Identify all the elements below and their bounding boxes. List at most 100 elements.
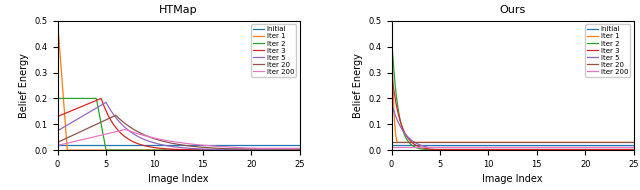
- Iter 1: [577, 141, 584, 143]
- Line: Iter 5: Iter 5: [58, 102, 300, 150]
- Iter 2: [412, 146, 420, 149]
- Iter 5: [220, 149, 228, 151]
- Iter 3: [220, 149, 228, 151]
- Initial: [152, 144, 159, 146]
- Iter 3: [54, 115, 61, 118]
- Iter 5: [495, 146, 502, 149]
- Iter 20: [54, 141, 61, 143]
- Initial: [554, 144, 562, 146]
- Iter 20: [247, 148, 255, 150]
- Initial: [577, 144, 584, 146]
- Line: Iter 3: Iter 3: [392, 73, 634, 150]
- Iter 1: [394, 141, 401, 143]
- Initial: [161, 144, 168, 146]
- Iter 3: [554, 148, 562, 151]
- Iter 2: [243, 149, 250, 151]
- Iter 5: [412, 142, 420, 144]
- Iter 1: [54, 20, 61, 22]
- Line: Iter 20: Iter 20: [58, 115, 300, 149]
- Initial: [247, 144, 255, 146]
- Iter 200: [494, 146, 502, 148]
- Iter 20: [630, 141, 637, 143]
- Iter 2: [422, 148, 430, 151]
- Iter 20: [226, 148, 234, 150]
- Iter 1: [296, 149, 303, 151]
- Line: Iter 2: Iter 2: [58, 98, 300, 150]
- Iter 2: [581, 148, 589, 151]
- Iter 5: [425, 146, 433, 149]
- Iter 2: [152, 149, 159, 151]
- Iter 3: [388, 71, 396, 74]
- Iter 200: [220, 146, 228, 148]
- Iter 3: [97, 97, 105, 100]
- Iter 2: [161, 149, 168, 151]
- Legend: Initial, Iter 1, Iter 2, Iter 3, Iter 5, Iter 20, Iter 200: Initial, Iter 1, Iter 2, Iter 3, Iter 5,…: [252, 24, 296, 77]
- Iter 20: [581, 141, 589, 143]
- Iter 1: [581, 141, 589, 143]
- Iter 2: [247, 149, 255, 151]
- Line: Iter 1: Iter 1: [392, 21, 634, 142]
- Iter 20: [494, 141, 502, 143]
- X-axis label: Image Index: Image Index: [483, 174, 543, 184]
- Iter 20: [161, 140, 168, 143]
- Initial: [54, 144, 61, 146]
- Iter 1: [220, 149, 228, 151]
- Iter 2: [388, 35, 396, 38]
- Iter 5: [79, 115, 86, 117]
- Line: Iter 3: Iter 3: [58, 98, 300, 150]
- Iter 20: [220, 147, 228, 150]
- Y-axis label: Belief Energy: Belief Energy: [19, 53, 29, 118]
- Iter 200: [161, 139, 168, 141]
- X-axis label: Image Index: Image Index: [148, 174, 209, 184]
- Iter 5: [102, 101, 110, 104]
- Iter 3: [161, 148, 168, 150]
- Iter 200: [122, 128, 129, 131]
- Iter 3: [581, 148, 589, 151]
- Iter 200: [412, 146, 420, 148]
- Iter 20: [112, 114, 120, 116]
- Iter 5: [247, 149, 255, 151]
- Iter 5: [486, 146, 493, 149]
- Iter 1: [495, 141, 502, 143]
- Iter 200: [247, 147, 255, 149]
- Iter 1: [161, 149, 168, 151]
- Iter 3: [495, 148, 502, 151]
- Iter 2: [220, 149, 228, 151]
- Iter 2: [554, 148, 562, 151]
- Iter 200: [388, 146, 396, 148]
- Iter 5: [581, 146, 589, 149]
- Iter 20: [554, 141, 562, 143]
- Iter 3: [432, 148, 440, 151]
- Iter 20: [577, 141, 584, 143]
- Iter 5: [388, 102, 396, 105]
- Initial: [220, 144, 228, 146]
- Iter 5: [296, 149, 303, 151]
- Iter 200: [581, 146, 589, 148]
- Initial: [296, 144, 303, 146]
- Iter 3: [630, 148, 637, 151]
- Iter 1: [486, 141, 493, 143]
- Iter 20: [296, 148, 303, 150]
- Iter 200: [54, 144, 61, 147]
- Iter 5: [243, 149, 250, 151]
- Iter 2: [630, 148, 637, 151]
- Iter 5: [577, 146, 584, 149]
- Iter 3: [247, 149, 255, 151]
- Iter 20: [79, 130, 86, 132]
- Iter 1: [152, 149, 159, 151]
- Iter 2: [296, 149, 303, 151]
- Iter 5: [152, 142, 159, 144]
- Initial: [630, 144, 637, 146]
- Iter 5: [54, 130, 61, 132]
- Line: Iter 1: Iter 1: [58, 21, 300, 150]
- Iter 5: [554, 146, 562, 149]
- Iter 20: [243, 148, 251, 150]
- Iter 200: [79, 139, 86, 141]
- Iter 2: [79, 97, 86, 100]
- Iter 200: [152, 137, 159, 139]
- Iter 1: [388, 20, 396, 22]
- Iter 1: [63, 149, 71, 151]
- Iter 3: [486, 148, 493, 151]
- Iter 1: [79, 149, 86, 151]
- Iter 2: [495, 148, 502, 151]
